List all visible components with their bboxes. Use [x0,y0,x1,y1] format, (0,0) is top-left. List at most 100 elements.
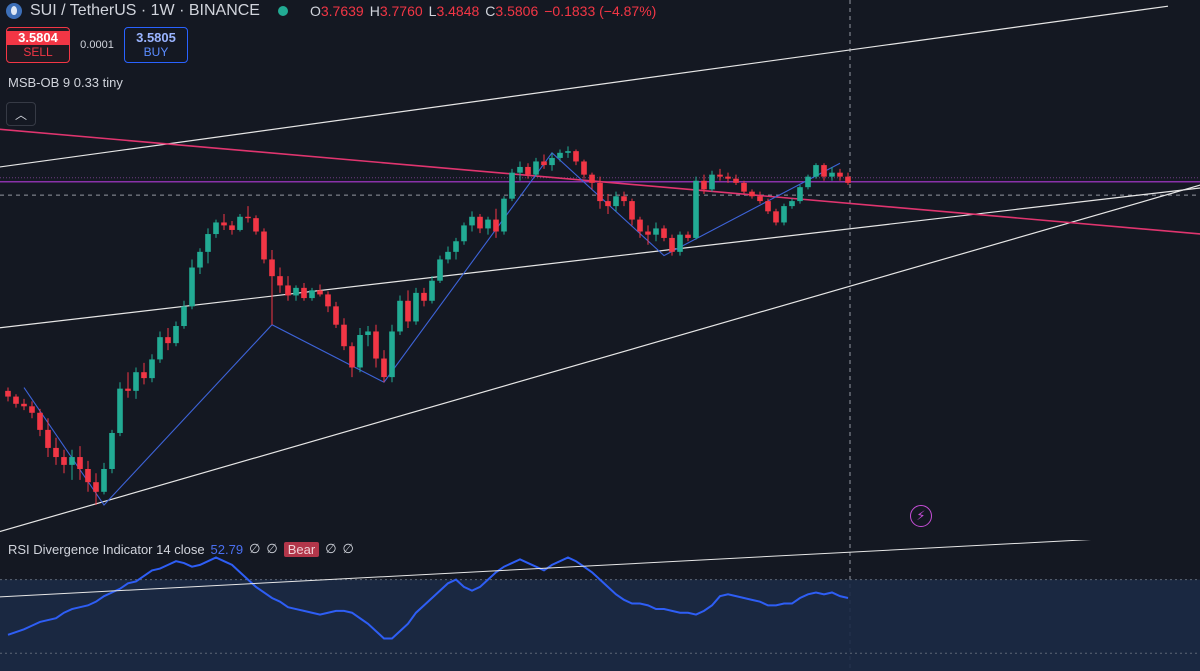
spread-value: 0.0001 [80,39,114,51]
candle-body [293,287,299,296]
candle-body [525,166,531,175]
candle-body [77,457,83,469]
rsi-title: RSI Divergence Indicator 14 close [8,541,205,557]
candle-body [845,176,851,183]
candle-body [357,334,363,368]
candle-body [461,225,467,242]
candle [173,321,179,347]
candle [69,449,75,480]
candle [157,331,163,363]
candle-body [677,234,683,252]
candle [709,170,715,192]
candle-body [605,201,611,207]
candle-body [781,206,787,223]
candle [621,191,627,207]
candle [733,174,739,185]
candle-body [437,259,443,281]
candle-body [285,285,291,296]
candle-body [61,457,67,465]
candle-body [549,157,555,166]
pink-resistance [0,128,1200,235]
symbol-title[interactable]: SUI / TetherUS · 1W · BINANCE [30,2,260,19]
candle [181,300,187,329]
rsi-zero-4: ∅ [342,541,354,556]
candle [413,287,419,325]
sell-button[interactable]: 3.5804 SELL [6,27,70,63]
candle [21,398,27,411]
candle [725,172,731,183]
candle-body [213,222,219,235]
candle-body [333,306,339,325]
candle [357,328,363,373]
candle [325,291,331,313]
bear-badge: Bear [283,541,320,557]
candle [701,174,707,194]
candle-body [597,182,603,202]
candle [405,290,411,329]
rsi-zero-1: ∅ [249,541,261,556]
trendline-layer[interactable] [0,5,1200,547]
candle [533,157,539,177]
candle [669,234,675,256]
candle [37,408,43,437]
buy-label: BUY [143,45,169,59]
buy-button[interactable]: 3.5805 BUY [124,27,188,63]
candle-body [221,222,227,226]
candle [821,163,827,181]
candle-body [93,482,99,492]
candle-body [733,178,739,183]
rsi-band-fill [0,579,1200,671]
zigzag-line [23,152,841,506]
candle-body [165,337,171,344]
candle [829,166,835,181]
channel-lower [0,184,1200,533]
candle-body [821,165,827,177]
rsi-pane [0,579,1200,671]
candle-body [397,300,403,332]
candle-body [405,300,411,322]
candle-body [581,161,587,175]
candle-body [309,290,315,299]
candle [349,342,355,378]
candle [445,246,451,264]
candle [381,350,387,383]
candle [245,206,251,223]
candle [277,267,283,293]
candle-body [205,234,211,252]
rsi-legend[interactable]: RSI Divergence Indicator 14 close 52.79 … [8,541,354,557]
candle [557,149,563,162]
candle-body [429,280,435,301]
candle-body [645,231,651,235]
candle [781,203,787,226]
candle [605,193,611,215]
candle [389,324,395,383]
candle [685,231,691,242]
candle-body [661,228,667,238]
collapse-legend-button[interactable]: ︿ [6,102,36,126]
upper-line [0,5,1169,168]
candle-body [445,251,451,260]
candle-body [765,201,771,212]
candle-body [509,172,515,199]
candle [461,222,467,245]
candle-body [117,388,123,433]
candle-body [477,216,483,229]
candle-body [589,174,595,183]
candle [837,168,843,181]
market-status-icon[interactable] [277,6,288,16]
candle [397,295,403,335]
candle [189,259,195,310]
sui-logo-icon [6,3,22,19]
candle-body [493,219,499,232]
candle [213,219,219,238]
candle-series[interactable] [5,146,851,505]
candle-body [109,432,115,469]
candle [477,214,483,234]
indicator-legend[interactable]: MSB-OB 9 0.33 tiny [8,75,123,90]
rsi-layer [0,540,1092,640]
candle [365,326,371,347]
sell-price: 3.5804 [7,31,69,45]
lightning-icon[interactable]: ⚡ [910,505,932,527]
